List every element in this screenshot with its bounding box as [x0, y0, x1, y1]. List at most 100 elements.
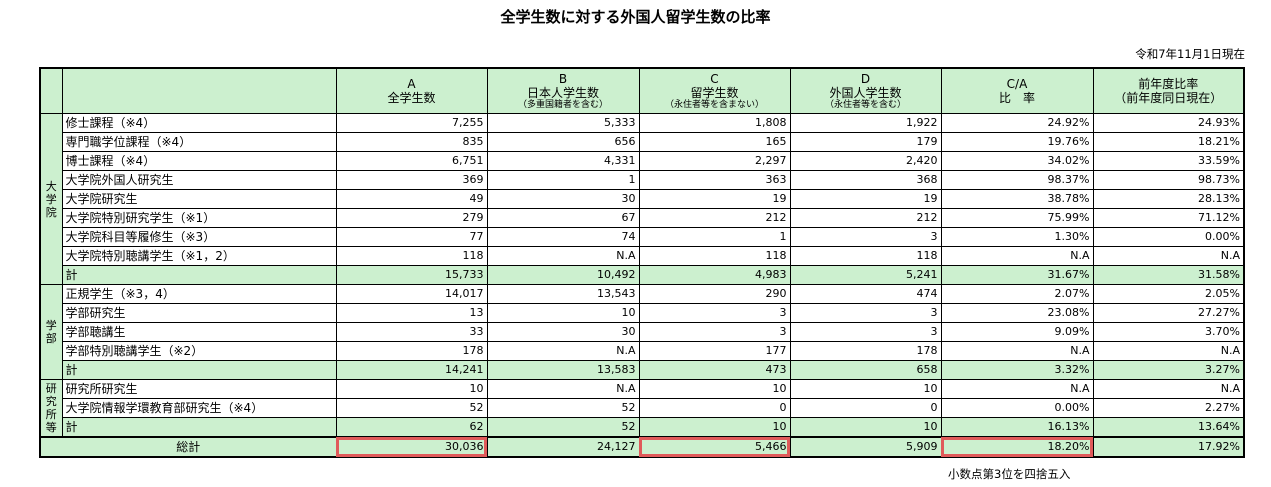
- row-label: 正規学生（※3，4）: [61, 284, 337, 304]
- row-label: 大学院研究生: [61, 189, 337, 209]
- value-cell: 33: [335, 322, 488, 342]
- value-cell: 1,922: [789, 113, 942, 133]
- highlighted-total-cell: 18.20%: [940, 436, 1094, 458]
- value-cell: 2.07%: [940, 284, 1094, 304]
- value-cell: 13,543: [486, 284, 640, 304]
- value-cell: 9.09%: [940, 322, 1094, 342]
- group-label: 学部: [39, 284, 63, 380]
- value-cell: 10: [789, 417, 942, 438]
- table-row: 大学院特別聴講学生（※1，2） 118 N.A 118 118 N.A N.A: [40, 246, 1245, 266]
- row-label: 大学院特別研究学生（※1）: [61, 208, 337, 228]
- value-cell: N.A: [940, 341, 1094, 361]
- row-label: 修士課程（※4）: [61, 113, 337, 133]
- table-row: 専門職学位課程（※4） 835 656 165 179 19.76% 18.21%: [40, 132, 1245, 152]
- row-label: 学部聴講生: [61, 322, 337, 342]
- subtotal-label: 計: [61, 417, 337, 438]
- value-cell: 3: [789, 227, 942, 247]
- value-cell: 118: [638, 246, 791, 266]
- group-label-text: 大学院: [45, 179, 57, 219]
- header-col-a: A 全学生数: [335, 67, 488, 114]
- grand-total-row: 総計 30,036 24,127 5,466 5,909 18.20% 17.92%: [39, 436, 1245, 458]
- value-cell: 10: [789, 379, 942, 399]
- table-row: 学部研究生 13 10 3 3 23.08% 27.27%: [40, 303, 1245, 323]
- student-ratio-table: A 全学生数 B 日本人学生数 （多重国籍者を含む） C 留学生数 （永住者等を含まない）…: [39, 67, 1245, 458]
- value-cell: 212: [638, 208, 791, 228]
- value-cell: 7,255: [335, 113, 488, 133]
- value-cell: 0: [638, 398, 791, 418]
- value-cell: 2,420: [789, 151, 942, 171]
- value-cell: 363: [638, 170, 791, 190]
- value-cell: 62: [335, 417, 488, 438]
- value-cell: 24.93%: [1092, 113, 1245, 133]
- header-blank-1: [39, 67, 63, 114]
- row-label: 学部研究生: [61, 303, 337, 323]
- total-cell: 5,909: [789, 436, 942, 458]
- highlighted-total-cell: 30,036: [335, 436, 488, 458]
- group-label-text: 研究所等: [45, 382, 57, 434]
- value-cell: 658: [789, 360, 942, 380]
- value-cell: 52: [486, 417, 640, 438]
- value-cell: 31.67%: [940, 265, 1094, 285]
- header-col-b: B 日本人学生数 （多重国籍者を含む）: [486, 67, 640, 114]
- value-cell: 71.12%: [1092, 208, 1245, 228]
- table-row: 大学院科目等履修生（※3） 77 74 1 3 1.30% 0.00%: [40, 227, 1245, 247]
- value-cell: 1: [638, 227, 791, 247]
- row-label: 専門職学位課程（※4）: [61, 132, 337, 152]
- value-cell: 28.13%: [1092, 189, 1245, 209]
- group-label-text: 学部: [45, 319, 57, 345]
- value-cell: 4,983: [638, 265, 791, 285]
- value-cell: 27.27%: [1092, 303, 1245, 323]
- total-cell: 24,127: [486, 436, 640, 458]
- rounding-note: 小数点第3位を四捨五入: [948, 467, 1071, 481]
- value-cell: 10: [638, 417, 791, 438]
- as-of-date: 令和7年11月1日現在: [1135, 47, 1245, 61]
- table-row: 学部特別聴講学生（※2） 178 N.A 177 178 N.A N.A: [40, 341, 1245, 361]
- value-cell: 178: [335, 341, 488, 361]
- value-cell: 30: [486, 189, 640, 209]
- value-cell: N.A: [1092, 341, 1245, 361]
- value-cell: 18.21%: [1092, 132, 1245, 152]
- value-cell: 835: [335, 132, 488, 152]
- row-label: 大学院情報学環教育部研究生（※4）: [61, 398, 337, 418]
- value-cell: N.A: [940, 246, 1094, 266]
- header-row: A 全学生数 B 日本人学生数 （多重国籍者を含む） C 留学生数 （永住者等を含まない）…: [39, 67, 1245, 114]
- header-col-d: D 外国人学生数 （永住者等を含む）: [789, 67, 942, 114]
- value-cell: 165: [638, 132, 791, 152]
- value-cell: 3.32%: [940, 360, 1094, 380]
- value-cell: 10: [486, 303, 640, 323]
- value-cell: 3: [638, 322, 791, 342]
- value-cell: 19: [638, 189, 791, 209]
- value-cell: 13,583: [486, 360, 640, 380]
- value-cell: 474: [789, 284, 942, 304]
- value-cell: 14,241: [335, 360, 488, 380]
- row-label: 大学院外国人研究生: [61, 170, 337, 190]
- header-col-c: C 留学生数 （永住者等を含まない）: [638, 67, 791, 114]
- value-cell: N.A: [486, 379, 640, 399]
- value-cell: 0: [789, 398, 942, 418]
- value-cell: 24.92%: [940, 113, 1094, 133]
- value-cell: 3.70%: [1092, 322, 1245, 342]
- value-cell: 75.99%: [940, 208, 1094, 228]
- row-label: 博士課程（※4）: [61, 151, 337, 171]
- value-cell: 179: [789, 132, 942, 152]
- value-cell: 118: [789, 246, 942, 266]
- value-cell: 23.08%: [940, 303, 1094, 323]
- value-cell: 67: [486, 208, 640, 228]
- value-cell: 98.73%: [1092, 170, 1245, 190]
- table-row: 大学院 修士課程（※4） 7,255 5,333 1,808 1,922 24.92% 24.…: [39, 113, 1245, 285]
- value-cell: 15,733: [335, 265, 488, 285]
- value-cell: 177: [638, 341, 791, 361]
- highlighted-total-cell: 5,466: [638, 436, 791, 458]
- value-cell: 2.05%: [1092, 284, 1245, 304]
- header-col-ratio: C/A 比 率: [940, 67, 1094, 114]
- row-label: 研究所研究生: [61, 379, 337, 399]
- value-cell: 74: [486, 227, 640, 247]
- row-label: 大学院科目等履修生（※3）: [61, 227, 337, 247]
- row-label: 学部特別聴講学生（※2）: [61, 341, 337, 361]
- value-cell: 3: [638, 303, 791, 323]
- value-cell: 19: [789, 189, 942, 209]
- value-cell: 13.64%: [1092, 417, 1245, 438]
- table-row: 学部 正規学生（※3，4） 14,017 13,543 290 474 2.07% 2.05%: [39, 284, 1245, 380]
- grand-total-label: 総計: [39, 436, 337, 458]
- value-cell: 1.30%: [940, 227, 1094, 247]
